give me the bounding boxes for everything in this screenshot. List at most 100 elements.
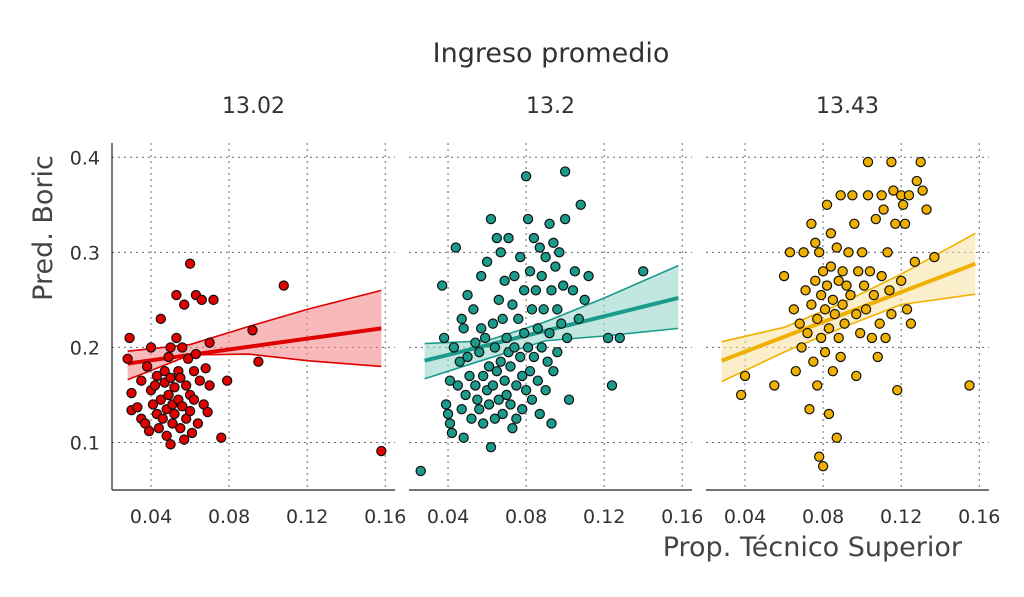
data-point (487, 380, 499, 391)
data-point (476, 270, 487, 282)
data-point (517, 403, 528, 415)
data-point (505, 399, 516, 410)
data-point (145, 342, 157, 353)
data-point (493, 294, 504, 306)
panel-3: 13.43 0.04 0.08 0.12 0.16 (706, 94, 1000, 528)
x-axis-title: Prop. Técnico Superior (663, 532, 963, 563)
data-point (493, 394, 504, 405)
data-point (515, 351, 526, 363)
data-point (862, 156, 874, 168)
data-point (557, 280, 569, 291)
data-point (481, 256, 493, 268)
data-point (880, 332, 891, 344)
data-point (851, 308, 862, 320)
data-point (552, 346, 563, 358)
data-point (886, 156, 897, 168)
data-point (470, 380, 481, 391)
data-point (458, 323, 469, 334)
data-point (497, 408, 508, 420)
data-point (122, 353, 133, 365)
data-point (897, 199, 909, 210)
data-point (204, 380, 215, 391)
data-point (790, 365, 801, 377)
data-point (491, 365, 503, 377)
y-axis-title: Pred. Boric (28, 155, 59, 301)
data-point (190, 348, 202, 360)
data-point (509, 270, 520, 282)
y-tick-label: 0.3 (70, 242, 100, 264)
data-point (778, 270, 790, 282)
data-point (499, 375, 510, 386)
data-point (575, 199, 586, 210)
data-point (870, 213, 882, 225)
data-point (563, 394, 575, 405)
data-point (559, 213, 571, 225)
data-point (524, 266, 536, 277)
data-point (544, 327, 555, 339)
data-point (495, 356, 506, 367)
data-point (376, 445, 387, 457)
data-point (812, 313, 823, 325)
data-point (812, 380, 823, 391)
data-point (161, 430, 172, 442)
data-point (788, 304, 800, 315)
data-point (837, 266, 848, 277)
data-point (517, 370, 528, 382)
data-point (530, 285, 542, 296)
data-point (179, 434, 190, 445)
x-tick-label: 0.12 (880, 506, 922, 528)
data-point (905, 318, 917, 329)
data-point (856, 247, 868, 258)
data-point (503, 232, 514, 244)
data-point (520, 171, 532, 182)
data-point (487, 318, 499, 329)
data-point (606, 380, 618, 391)
data-point (882, 247, 893, 258)
data-point (466, 413, 477, 424)
data-point (474, 403, 485, 415)
data-point (554, 247, 565, 258)
data-point (536, 342, 547, 353)
data-point (452, 380, 463, 391)
x-tick-label: 0.12 (286, 506, 328, 528)
data-point (524, 365, 536, 377)
fit-line (720, 261, 977, 363)
data-point (479, 332, 491, 344)
data-point (200, 363, 211, 374)
data-point (528, 232, 540, 244)
data-point (794, 318, 805, 329)
data-point (814, 451, 825, 462)
data-point (552, 304, 563, 315)
data-point (868, 289, 880, 301)
data-point (446, 427, 458, 439)
y-tick-label: 0.2 (70, 337, 100, 359)
data-point (798, 247, 809, 258)
data-point (532, 323, 544, 334)
data-point (513, 313, 524, 325)
data-point (858, 280, 870, 291)
data-point (602, 332, 614, 344)
data-point (847, 190, 858, 201)
y-tick-label: 0.4 (70, 147, 100, 169)
data-point (509, 342, 520, 353)
data-point (442, 408, 454, 420)
data-point (511, 413, 522, 424)
data-point (964, 380, 975, 391)
data-point (472, 394, 483, 405)
data-point (526, 394, 538, 405)
data-point (165, 342, 176, 353)
data-point (526, 304, 538, 315)
band-upper-line (424, 264, 679, 345)
data-point (534, 242, 545, 253)
band-lower-line (424, 327, 679, 380)
data-point (505, 361, 516, 372)
data-point (849, 218, 860, 230)
data-point (899, 218, 911, 230)
data-point (901, 304, 913, 315)
data-point (769, 380, 780, 391)
data-point (157, 413, 168, 424)
data-point (194, 375, 206, 386)
data-point (884, 285, 895, 296)
data-point (507, 423, 518, 434)
x-tick-label: 0.08 (208, 506, 250, 528)
